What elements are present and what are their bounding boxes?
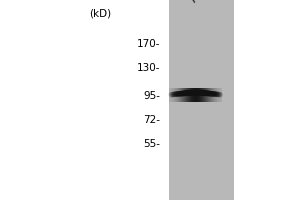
Text: 55-: 55- bbox=[143, 139, 161, 149]
Text: (kD): (kD) bbox=[89, 9, 111, 19]
Text: 95-: 95- bbox=[143, 91, 161, 101]
Text: 72-: 72- bbox=[143, 115, 161, 125]
Text: 130-: 130- bbox=[137, 63, 160, 73]
Text: HuvEc: HuvEc bbox=[189, 0, 220, 4]
Bar bbox=[169, 0, 234, 200]
Text: 170-: 170- bbox=[137, 39, 160, 49]
